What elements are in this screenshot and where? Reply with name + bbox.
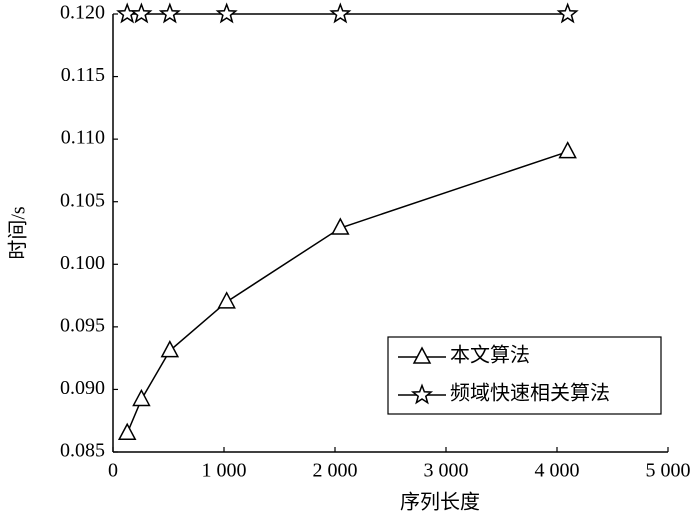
star-marker bbox=[116, 2, 139, 24]
legend-label: 本文算法 bbox=[450, 344, 530, 367]
triangle-marker bbox=[412, 346, 432, 364]
x-tick-label: 4 000 bbox=[535, 460, 580, 482]
triangle-marker bbox=[117, 422, 137, 440]
star-marker bbox=[158, 2, 181, 24]
triangle-marker bbox=[132, 388, 151, 407]
x-tick-label: 5 000 bbox=[646, 460, 691, 482]
y-axis-label: 时间/s bbox=[7, 206, 30, 260]
y-tick-label: 0.100 bbox=[60, 252, 105, 274]
y-tick-label: 0.090 bbox=[60, 377, 105, 399]
star-marker bbox=[130, 2, 153, 24]
legend-box bbox=[387, 336, 662, 415]
x-tick-label: 0 bbox=[108, 460, 118, 482]
triangle-marker bbox=[217, 291, 236, 309]
star-marker bbox=[410, 383, 434, 405]
x-tick-label: 3 000 bbox=[424, 460, 469, 482]
y-tick-label: 0.095 bbox=[60, 314, 105, 336]
y-tick-label: 0.115 bbox=[61, 64, 105, 86]
y-tick-label: 0.105 bbox=[60, 189, 105, 211]
y-tick-label: 0.110 bbox=[61, 127, 105, 149]
star-marker bbox=[329, 2, 352, 24]
legend-label: 频域快速相关算法 bbox=[450, 382, 610, 405]
star-marker bbox=[556, 2, 579, 24]
y-tick-label: 0.120 bbox=[60, 2, 105, 24]
triangle-marker bbox=[331, 217, 350, 235]
triangle-marker bbox=[558, 141, 577, 159]
star-marker bbox=[215, 2, 238, 24]
y-tick-label: 0.085 bbox=[60, 440, 105, 462]
x-tick-label: 1 000 bbox=[202, 460, 247, 482]
x-axis-label: 序列长度 bbox=[400, 491, 480, 514]
x-tick-label: 2 000 bbox=[313, 460, 358, 482]
triangle-marker bbox=[160, 340, 180, 358]
